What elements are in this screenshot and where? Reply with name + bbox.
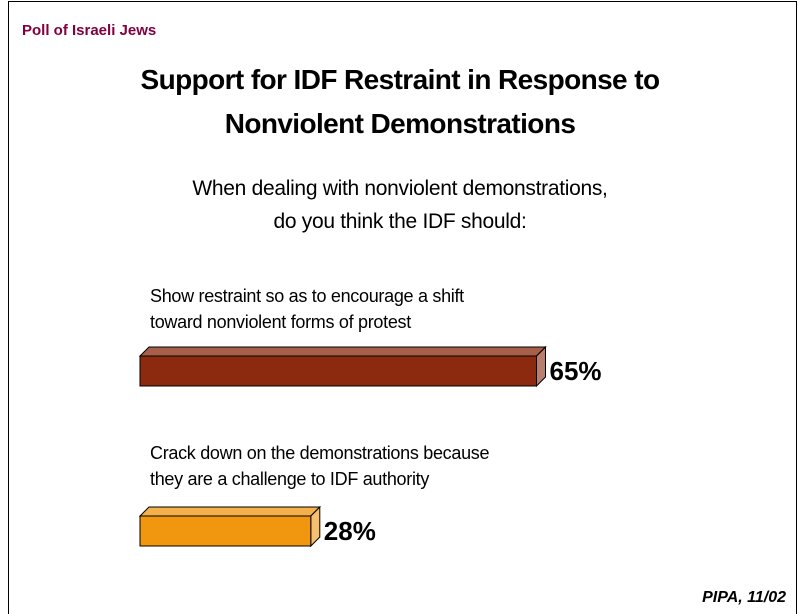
bar-top xyxy=(138,346,547,357)
category-label: Crack down on the demonstrations because… xyxy=(150,443,490,489)
source: PIPA, 11/02 xyxy=(702,589,786,606)
chart-title: Support for IDF Restraint in Response to… xyxy=(140,64,661,139)
bar-top xyxy=(138,506,322,517)
value-label: 65% xyxy=(550,356,602,386)
category-label: Show restraint so as to encourage a shif… xyxy=(150,286,464,332)
header: Poll of Israeli Jews xyxy=(22,22,157,39)
frame xyxy=(8,1,797,614)
bar xyxy=(139,515,312,547)
subtitle: When dealing with nonviolent demonstrati… xyxy=(192,177,608,233)
value-label: 28% xyxy=(324,516,376,546)
bar xyxy=(139,355,537,387)
